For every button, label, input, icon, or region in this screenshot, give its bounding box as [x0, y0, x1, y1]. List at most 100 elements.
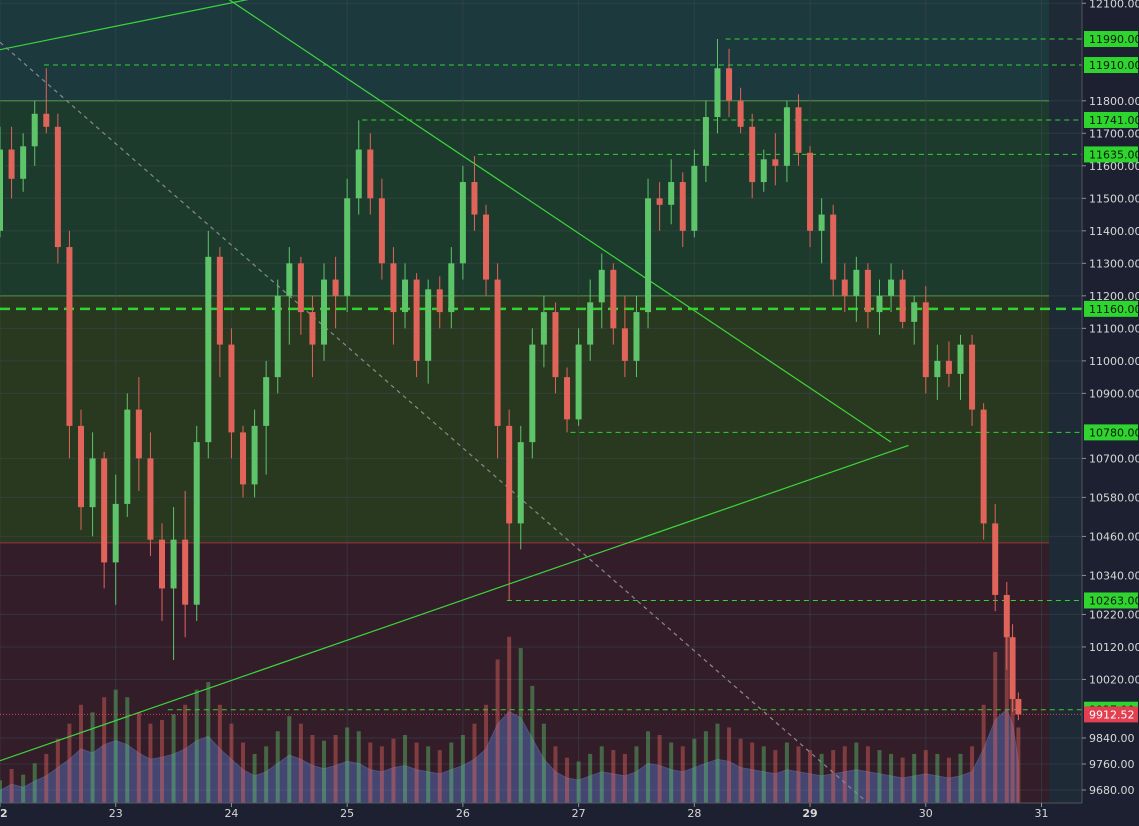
volume-bar	[680, 746, 685, 803]
y-axis-tick-label: 10120.00	[1089, 641, 1139, 654]
y-axis-tick-label: 12100.00	[1089, 0, 1139, 10]
zone-band	[0, 295, 1049, 543]
volume-series	[0, 633, 1021, 804]
volume-bar	[865, 746, 870, 803]
price-level-badge	[1084, 31, 1138, 48]
volume-bar	[970, 746, 975, 803]
candle-body	[714, 68, 721, 118]
price-level-badge-label: 11741.00	[1089, 114, 1139, 127]
volume-bar	[507, 636, 512, 803]
volume-bar	[333, 735, 338, 803]
candle-body	[633, 312, 640, 361]
volume-bar	[622, 753, 627, 803]
candle-body	[135, 409, 142, 459]
trend-line	[0, 444, 909, 762]
candle-body	[205, 256, 212, 443]
volume-bar	[206, 682, 211, 803]
candle-body	[807, 152, 814, 231]
price-level-badge	[1084, 57, 1138, 74]
volume-bar	[136, 712, 141, 803]
volume-bar	[21, 774, 26, 803]
volume-bar	[194, 689, 199, 803]
volume-bar	[692, 738, 697, 803]
volume-bar	[160, 719, 165, 803]
candle-body	[112, 503, 119, 563]
candle-body	[182, 539, 189, 605]
volume-bar	[611, 750, 616, 803]
candle-body	[390, 263, 397, 313]
volume-bar	[993, 651, 998, 803]
volume-bar	[345, 727, 350, 803]
volume-bar	[113, 689, 118, 803]
volume-average-area	[0, 708, 1019, 804]
candle-body	[517, 442, 524, 524]
volume-bar	[472, 723, 477, 803]
candle-body	[355, 149, 362, 199]
candle-body	[1015, 698, 1022, 715]
candle-body	[321, 279, 328, 345]
candle-body	[344, 198, 351, 296]
volume-bar	[275, 731, 280, 803]
y-axis-panel	[1082, 0, 1139, 822]
candle-body	[170, 539, 177, 589]
candle-body	[853, 269, 860, 296]
price-level-badge	[1084, 111, 1138, 128]
candle-body	[89, 458, 96, 508]
last-price-badge	[1084, 706, 1138, 723]
volume-bar	[241, 742, 246, 803]
candle-body	[737, 100, 744, 127]
candle-body	[668, 182, 675, 205]
candle-body	[980, 409, 987, 524]
candle-body	[436, 289, 443, 313]
volume-bar	[750, 742, 755, 803]
y-axis-tick-label: 10020.00	[1089, 673, 1139, 686]
candle-body	[425, 289, 432, 361]
volume-bar	[738, 738, 743, 803]
candle-body	[795, 107, 802, 153]
candle-body	[124, 409, 131, 504]
volume-bar	[356, 731, 361, 803]
y-axis-tick-label: 11100.00	[1089, 322, 1139, 335]
y-axis-tick-label: 11600.00	[1089, 160, 1139, 173]
volume-bar	[264, 746, 269, 803]
volume-bar	[403, 735, 408, 803]
x-axis-tick-label: 31	[1034, 807, 1048, 820]
volume-bar	[842, 746, 847, 803]
volume-bar	[946, 757, 951, 803]
volume-bar	[599, 746, 604, 803]
volume-bar	[449, 742, 454, 803]
candle-body	[1009, 637, 1016, 699]
candle-body	[969, 344, 976, 410]
candle-body	[656, 198, 663, 205]
volume-bar	[808, 750, 813, 803]
volume-bar	[935, 753, 940, 803]
candle-body	[378, 198, 385, 264]
volume-bar	[44, 753, 49, 803]
volume-bar	[1010, 659, 1015, 803]
y-axis-tick-label: 10460.00	[1089, 530, 1139, 543]
price-level-badge	[1084, 146, 1138, 163]
volume-bar	[217, 704, 222, 803]
volume-bar	[32, 763, 37, 803]
candle-body	[193, 442, 200, 605]
volume-bar	[183, 704, 188, 803]
volume-bar	[1016, 727, 1021, 803]
y-axis-tick-label: 10580.00	[1089, 491, 1139, 504]
volume-bar	[148, 723, 153, 803]
candle-body	[101, 458, 108, 563]
price-level-badge-label: 10780.00	[1089, 426, 1139, 439]
volume-bar	[252, 753, 257, 803]
volume-bar	[877, 750, 882, 803]
candle-body	[610, 269, 617, 329]
candle-body	[992, 523, 999, 595]
volume-bar	[414, 742, 419, 803]
candle-body	[552, 312, 559, 378]
candle-body	[783, 107, 790, 166]
last-price-label: 9912.52	[1089, 708, 1135, 721]
candle-body	[309, 312, 316, 345]
y-axis-tick-label: 11400.00	[1089, 225, 1139, 238]
volume-bar	[900, 757, 905, 803]
y-axis-tick-label: 10340.00	[1089, 569, 1139, 582]
